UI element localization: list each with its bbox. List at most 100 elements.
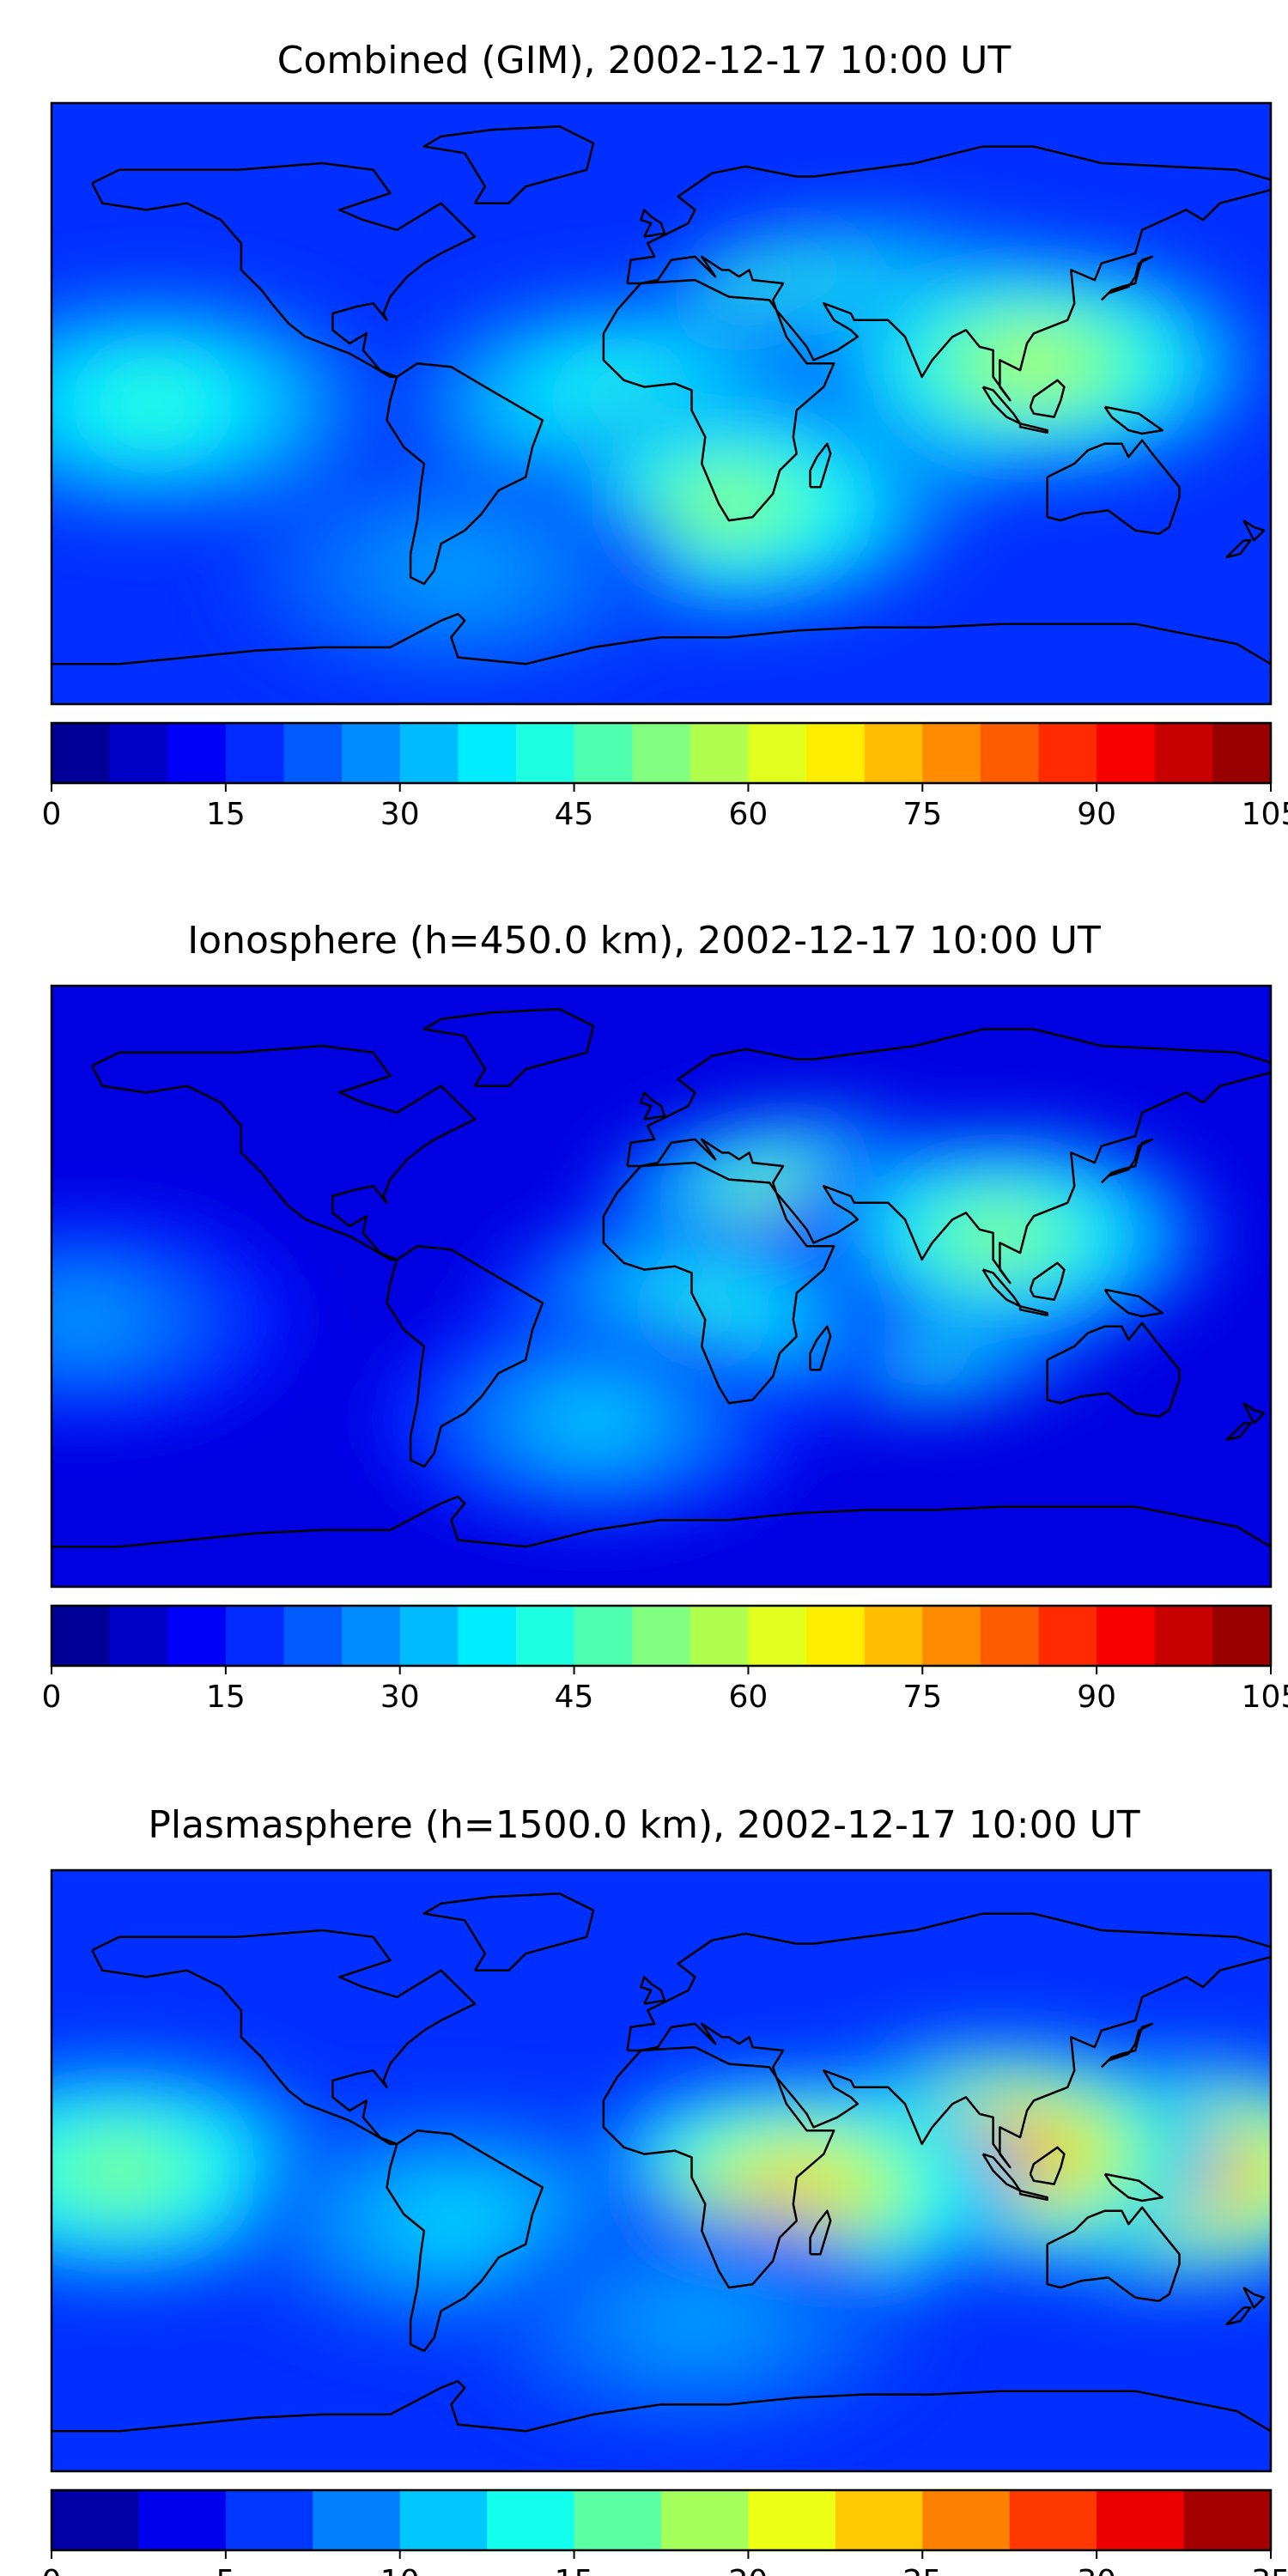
colorbar-bin [138, 2490, 227, 2550]
colorbar-bin [1212, 1606, 1272, 1666]
colorbar-tick-label: 10 [380, 2564, 420, 2576]
coastline [626, 1912, 1271, 2169]
coastline [1103, 2172, 1164, 2202]
colorbar-bin [342, 1606, 401, 1666]
colorbar-bin [980, 1606, 1040, 1666]
coastline [386, 362, 544, 586]
colorbar-bin [980, 723, 1040, 783]
colorbar-tick-label: 30 [1077, 2564, 1116, 2576]
colorbar-bin [313, 2490, 401, 2550]
coastline [1100, 1138, 1154, 1184]
colorbar-bin [864, 1606, 923, 1666]
coastline [640, 1976, 666, 2005]
colorbar-bin [1154, 1606, 1213, 1666]
colorbar-bin [632, 723, 691, 783]
coastline [1018, 1305, 1048, 1317]
panel-title: Plasmasphere (h=1500.0 km), 2002-12-17 1… [148, 1803, 1139, 1847]
colorbar-bin [690, 1606, 749, 1666]
colorbar-bin [1212, 723, 1272, 783]
colorbar-tick-label: 0 [42, 2564, 62, 2576]
coastline [809, 1325, 832, 1371]
coastline [626, 145, 1271, 402]
coastline [1029, 1261, 1066, 1301]
colorbar-bin [922, 723, 981, 783]
coastline [640, 209, 666, 238]
colorbar-bin [458, 723, 517, 783]
coastline [1242, 519, 1266, 542]
field-blob [108, 381, 198, 426]
colorbar-bin [1097, 2490, 1185, 2550]
map-field [52, 986, 1271, 1587]
coastline [1225, 539, 1252, 559]
colorbar-tick-label: 75 [902, 1680, 942, 1715]
colorbar-bin [748, 1606, 807, 1666]
colorbar-bin [864, 723, 923, 783]
colorbar-tick-label: 25 [902, 2564, 942, 2576]
colorbar-bin [225, 2490, 313, 2550]
colorbar-bin [283, 723, 343, 783]
coastline [422, 125, 595, 204]
coastline [1046, 1321, 1181, 1418]
colorbar-tick-label: 45 [555, 1680, 594, 1715]
colorbar-bin [399, 723, 459, 783]
coastline [91, 1929, 477, 2146]
coastline [1029, 2146, 1066, 2185]
colorbar-tick-label: 60 [729, 797, 769, 832]
map-field [52, 1870, 1271, 2471]
coastlines [52, 1007, 1271, 1548]
colorbar-tick-label: 20 [729, 2564, 769, 2576]
coastline [1225, 2306, 1252, 2326]
colorbar-bin [225, 723, 284, 783]
colorbar-bin [661, 2490, 749, 2550]
coastlines [52, 125, 1271, 665]
colorbar-tick-label: 0 [42, 1680, 62, 1715]
colorbar: 0 5 10 15 20 25 30 35 [42, 2488, 1288, 2576]
colorbar-frame [50, 2488, 1273, 2552]
panel-title: Combined (GIM), 2002-12-17 10:00 UT [277, 39, 1012, 82]
colorbar-bin [574, 1606, 633, 1666]
colorbar-bin [515, 723, 575, 783]
colorbar-tick-label: 105 [1242, 1680, 1288, 1715]
colorbar-bin [399, 2490, 488, 2550]
field-blob [413, 2198, 503, 2244]
coastline [91, 161, 477, 379]
coastline [1029, 379, 1066, 418]
field-blob [74, 2148, 164, 2193]
colorbar-bin [922, 1606, 981, 1666]
coastline [422, 1892, 595, 1971]
colorbar-bin [225, 1606, 284, 1666]
coastline [422, 1007, 595, 1087]
colorbar-tick-label: 30 [380, 1680, 420, 1715]
coastline [1018, 2190, 1048, 2202]
colorbar-bin [1183, 2490, 1272, 2550]
colorbar-bin [1154, 723, 1213, 783]
colorbar: 0 15 30 45 60 75 90 105 [42, 1604, 1288, 1715]
coastline [1103, 405, 1164, 435]
colorbar-bin [487, 2490, 575, 2550]
colorbar-bin [1038, 1606, 1097, 1666]
coastline [809, 2209, 832, 2256]
colorbar-bin [1009, 2490, 1097, 2550]
coastline [1103, 1288, 1164, 1318]
colorbar-bin [283, 1606, 343, 1666]
colorbar-tick-label: 0 [42, 797, 62, 832]
colorbar-bin [52, 2490, 139, 2550]
coastline [626, 1028, 1271, 1285]
colorbar-bin [399, 1606, 459, 1666]
colorbar-tick-label: 15 [555, 2564, 594, 2576]
colorbar-bin [1038, 723, 1097, 783]
coastlines [52, 1892, 1271, 2433]
colorbar-bin [922, 2490, 1011, 2550]
colorbar-bin [167, 1606, 227, 1666]
coastline [1046, 2206, 1181, 2302]
colorbar-bin [806, 1606, 866, 1666]
coastline [602, 1161, 835, 1405]
field-blob [52, 1297, 131, 1342]
colorbar-bin [748, 723, 807, 783]
colorbar-bin [574, 723, 633, 783]
map-frame [50, 101, 1273, 706]
colorbar-tick-label: 75 [902, 797, 942, 832]
coastline [1046, 439, 1181, 535]
coastline [809, 442, 832, 489]
